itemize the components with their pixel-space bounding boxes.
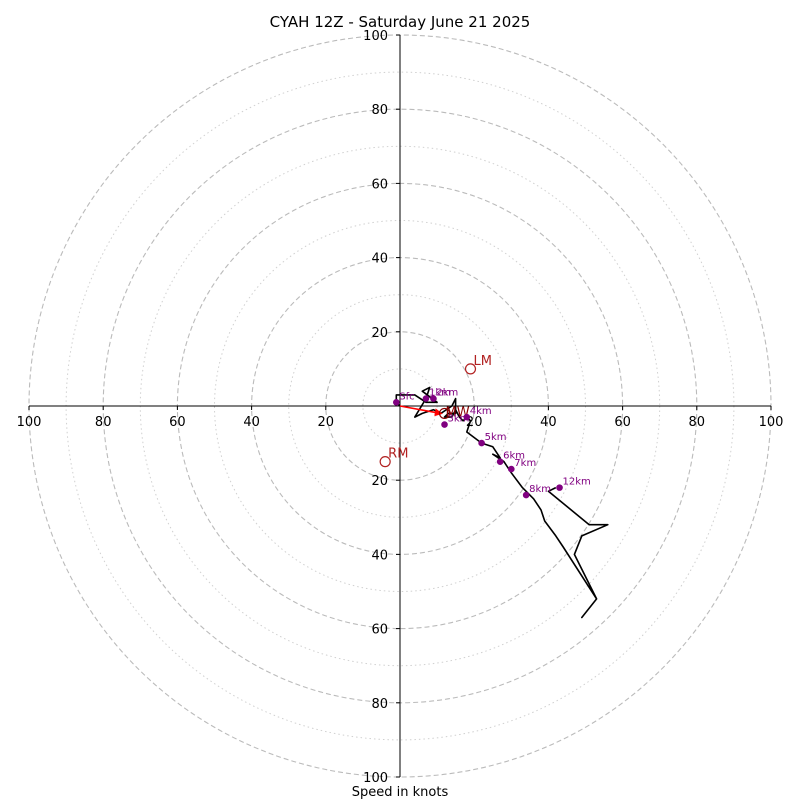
height-label-2km: 2km bbox=[436, 388, 458, 399]
y-tick-label: 60 bbox=[371, 177, 388, 192]
height-marker-6km bbox=[496, 458, 504, 465]
height-label-1km: 1km bbox=[429, 388, 451, 399]
height-marker-3km bbox=[441, 421, 448, 428]
height-marker-12km bbox=[556, 484, 563, 491]
x-tick-label: 60 bbox=[169, 415, 186, 430]
x-tick-label: 20 bbox=[318, 415, 335, 430]
height-marker-5km bbox=[478, 439, 485, 447]
tick-labels: 100 80 60 40 20 20 40 60 80 100 100 80 60 40 20 20 40 60 8… bbox=[17, 29, 784, 786]
y-tick-label: 80 bbox=[371, 103, 388, 118]
wind-profile bbox=[395, 386, 609, 619]
y-tick-label: 40 bbox=[371, 252, 388, 267]
height-marker-8km bbox=[522, 491, 530, 499]
x-tick-label: 60 bbox=[614, 415, 631, 430]
y-tick-label: 60 bbox=[371, 623, 388, 638]
storm-motion-label-lm: LM bbox=[473, 354, 491, 369]
height-label-8km: 8km bbox=[529, 484, 551, 495]
height-label-5km: 5km bbox=[485, 432, 507, 443]
height-label-sfc: Sfc bbox=[399, 391, 414, 402]
storm-motions: LM RM bbox=[379, 354, 492, 468]
height-marker-7km bbox=[508, 465, 515, 473]
storm-motion-marker-rm bbox=[379, 456, 391, 468]
x-tick-label: 40 bbox=[243, 415, 260, 430]
y-tick-label: 80 bbox=[371, 697, 388, 712]
wind-profile-line bbox=[395, 386, 609, 619]
y-tick-label: 20 bbox=[371, 326, 388, 341]
shear-vector-arrow bbox=[399, 405, 443, 417]
height-label-4km: 4km bbox=[470, 406, 492, 417]
height-label-7km: 7km bbox=[514, 458, 536, 469]
chart-title: CYAH 12Z - Saturday June 21 2025 bbox=[270, 13, 531, 31]
y-tick-label: 100 bbox=[363, 29, 388, 44]
x-tick-label: 100 bbox=[17, 415, 42, 430]
height-marker-2km bbox=[430, 395, 437, 402]
x-axis-label: Speed in knots bbox=[352, 785, 449, 800]
height-label-12km: 12km bbox=[563, 477, 591, 488]
height-marker-sfc bbox=[392, 398, 400, 406]
storm-motion-marker-lm bbox=[464, 363, 477, 375]
y-tick-label: 100 bbox=[363, 771, 388, 786]
y-tick-label: 40 bbox=[371, 548, 388, 563]
x-tick-label: 80 bbox=[95, 415, 112, 430]
x-tick-label: 100 bbox=[759, 415, 784, 430]
x-tick-label: 80 bbox=[689, 415, 706, 430]
height-marker-4km bbox=[463, 413, 471, 421]
mean-wind-marker bbox=[438, 407, 451, 420]
y-tick-label: 20 bbox=[371, 474, 388, 489]
height-label-6km: 6km bbox=[503, 451, 525, 462]
height-marker-1km bbox=[422, 395, 430, 402]
height-label-3km: 3km bbox=[448, 414, 470, 425]
x-tick-label: 20 bbox=[466, 415, 483, 430]
storm-motion-label-rm: RM bbox=[388, 447, 408, 462]
x-tick-label: 40 bbox=[540, 415, 557, 430]
